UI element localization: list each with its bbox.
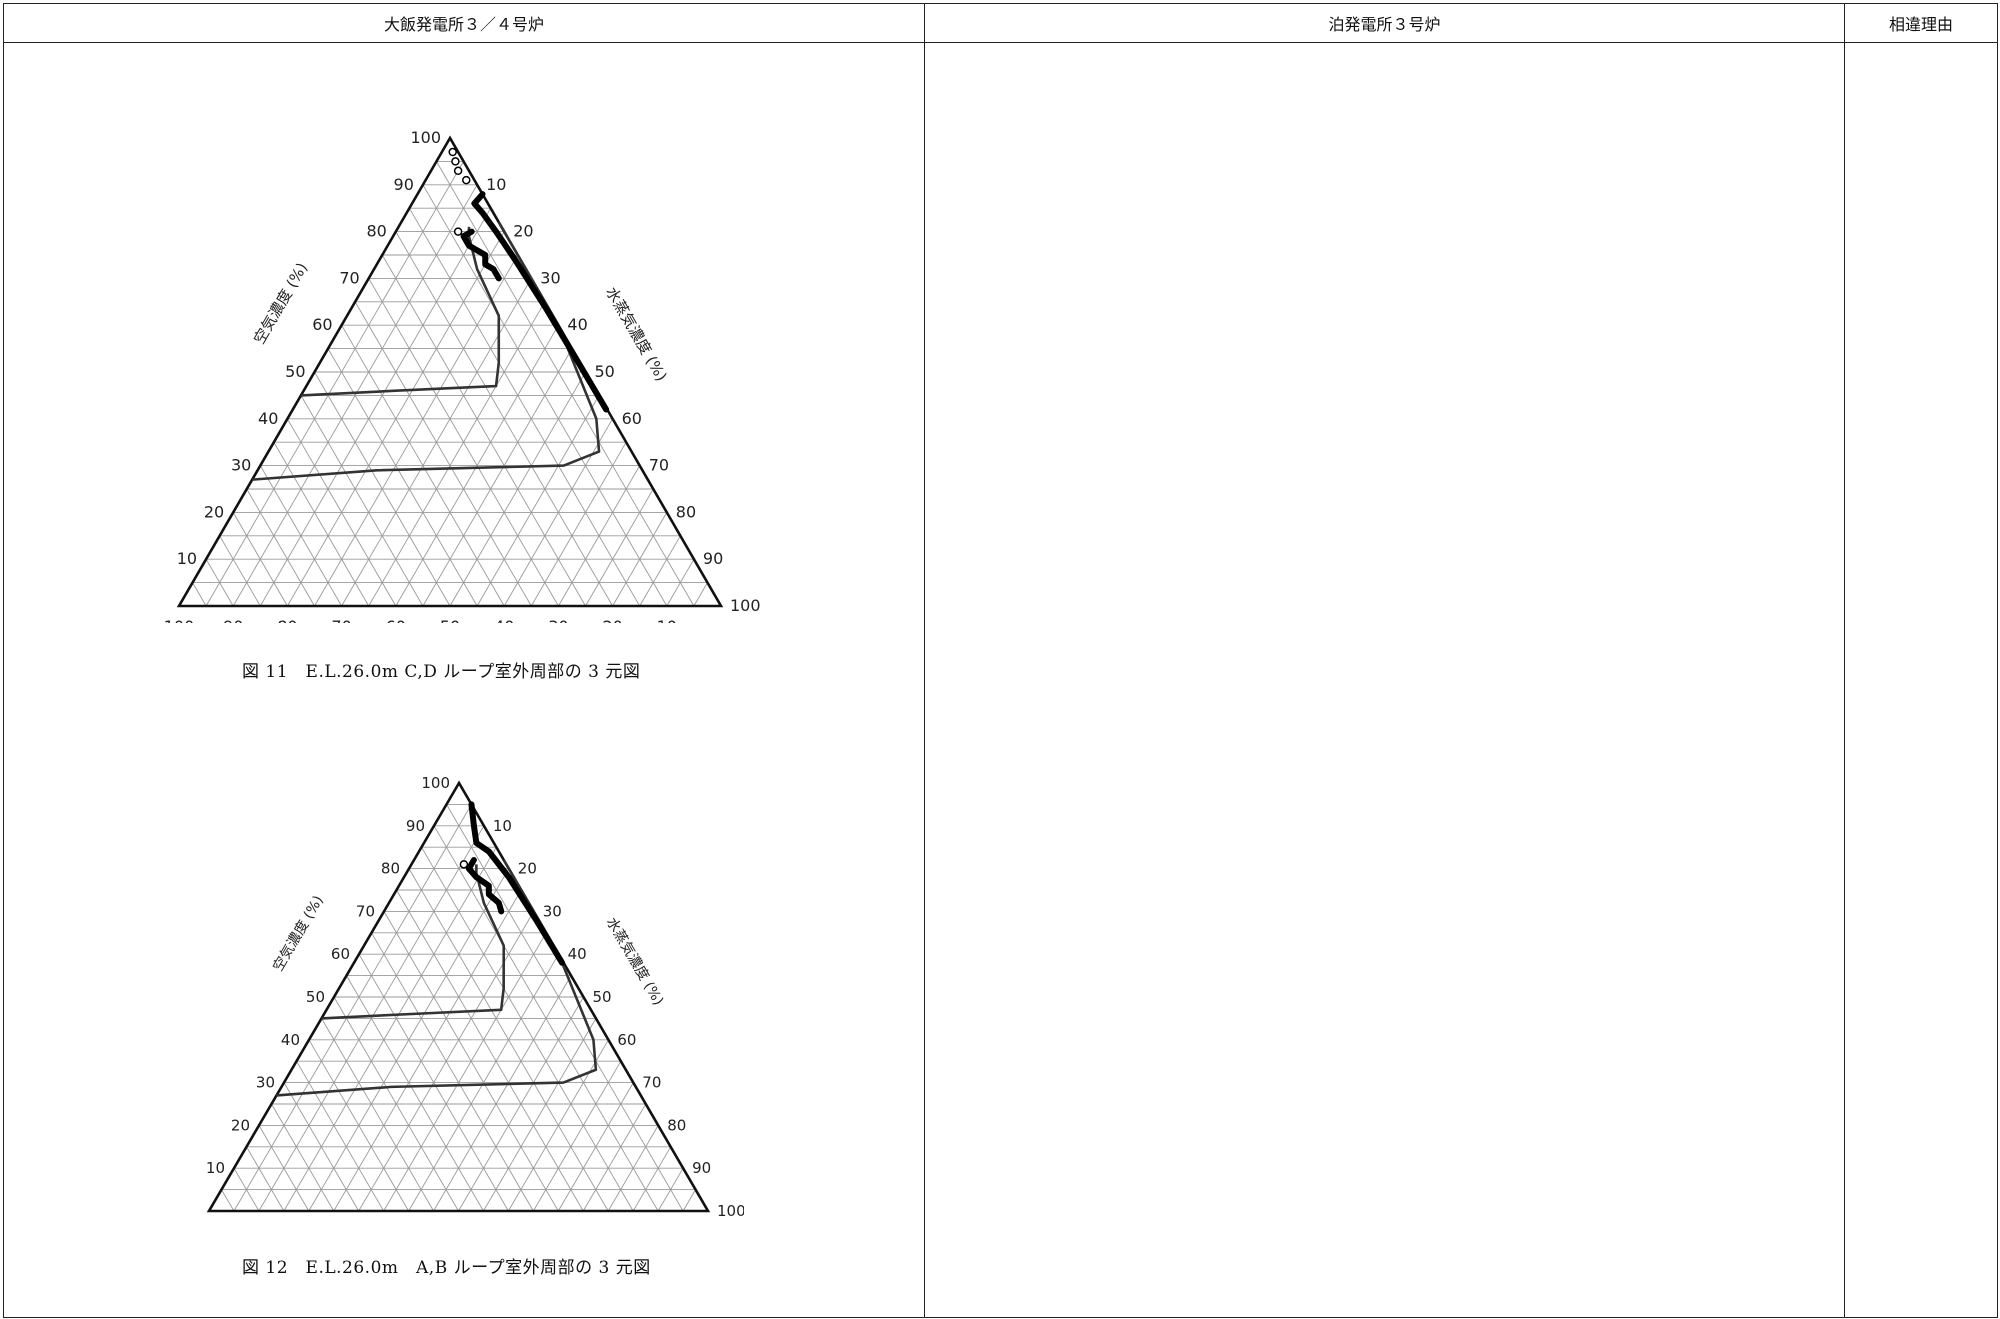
air-tick-label: 10 — [177, 549, 197, 568]
hydrogen-tick-label: 80 — [277, 617, 297, 623]
hydrogen-tick-label: 100 — [195, 1223, 224, 1225]
grid-lines — [221, 803, 696, 1212]
steam-tick-label: 30 — [543, 902, 562, 920]
air-tick-label: 70 — [339, 268, 359, 287]
steam-tick-label: 70 — [649, 456, 669, 475]
header-tomari: 泊発電所３号炉 — [924, 3, 1845, 43]
hydrogen-tick-label: 30 — [548, 617, 568, 623]
air-axis-title: 空気濃度 (%) — [250, 260, 311, 348]
steam-tick-label: 20 — [518, 860, 537, 878]
ternary-svg: 10 20 30 40 50 60 70 80 90 100 10 20 30 40 50 60 70 80 90 1… — [164, 128, 761, 666]
hydrogen-tick-label: 100 — [164, 617, 195, 623]
air-axis-title: 空気濃度 (%) — [270, 893, 327, 974]
cell-tomari — [924, 42, 1845, 1318]
air-tick-label: 60 — [312, 315, 332, 334]
hydrogen-tick-label: 20 — [602, 617, 622, 623]
steam-tick-label: 70 — [642, 1074, 661, 1092]
air-tick-label: 90 — [406, 817, 425, 835]
hydrogen-tick-label: 90 — [249, 1223, 268, 1225]
header-reason: 相違理由 — [1844, 3, 1998, 43]
air-tick-label: 10 — [206, 1159, 225, 1177]
triangle-outline — [206, 780, 711, 1213]
data-point — [462, 175, 471, 185]
air-tick-label: 30 — [231, 456, 251, 475]
air-tick-label: 20 — [204, 502, 224, 521]
grid-lines — [192, 160, 708, 607]
hydrogen-tick-label: 10 — [649, 1223, 668, 1225]
steam-tick-label: 60 — [617, 1031, 636, 1049]
steam-tick-label: 40 — [567, 315, 587, 334]
steam-tick-label: 10 — [493, 817, 512, 835]
figure-caption-12: 図 12 E.L.26.0m A,B ループ室外周部の 3 元図 — [242, 1258, 651, 1278]
steam-tick-label: 50 — [595, 362, 615, 381]
steam-tick-label: 60 — [622, 409, 642, 428]
flammability-limit-outer — [276, 859, 598, 1097]
flammability-limit-inner — [300, 226, 501, 397]
air-tick-label: 40 — [258, 409, 278, 428]
data-point — [453, 166, 463, 176]
air-tick-label: 80 — [381, 860, 400, 878]
steam-tick-label: 100 — [717, 1202, 744, 1220]
hydrogen-tick-label: 30 — [549, 1223, 568, 1225]
hydrogen-tick-label: 40 — [494, 617, 514, 623]
data-trace-inner — [465, 857, 505, 915]
hydrogen-tick-label: 20 — [599, 1223, 618, 1225]
comparison-table: 大飯発電所３／４号炉 泊発電所３号炉 相違理由 10 20 30 40 50 60 70 80… — [3, 3, 1998, 1318]
header-ohi: 大飯発電所３／４号炉 — [3, 3, 925, 43]
steam-axis-title: 水蒸気濃度 (%) — [603, 915, 666, 1008]
air-tick-label: 90 — [394, 175, 414, 194]
flammability-limit-outer — [252, 221, 601, 481]
hydrogen-tick-label: 50 — [449, 1223, 468, 1225]
data-trace-main — [471, 191, 610, 413]
steam-tick-label: 50 — [593, 988, 612, 1006]
data-point — [451, 157, 460, 166]
air-tick-label: 100 — [421, 774, 450, 792]
steam-tick-label: 30 — [540, 268, 560, 287]
hydrogen-tick-label: 90 — [223, 617, 243, 623]
hydrogen-tick-label: 50 — [440, 617, 460, 623]
air-tick-label: 80 — [366, 222, 386, 241]
hydrogen-tick-label: 70 — [331, 617, 351, 623]
air-tick-label: 60 — [331, 945, 350, 963]
hydrogen-tick-label: 60 — [399, 1223, 418, 1225]
air-tick-label: 20 — [231, 1116, 250, 1134]
data-point — [448, 147, 457, 157]
air-tick-label: 30 — [256, 1074, 275, 1092]
cell-reason — [1844, 42, 1998, 1318]
steam-tick-label: 80 — [667, 1116, 686, 1134]
hydrogen-tick-label: 70 — [349, 1223, 368, 1225]
ternary-svg: 10 20 30 40 50 60 70 80 90 100 10 20 30 40 50 60 70 80 90 1… — [195, 774, 746, 1271]
data-trace-inner — [460, 228, 502, 282]
data-trace-main — [468, 801, 566, 966]
air-tick-label: 50 — [285, 362, 305, 381]
ternary-diagram-fig11: 10 20 30 40 50 60 70 80 90 100 10 20 30 40 50 60 70 80 90 1… — [154, 83, 774, 666]
cell-ohi: 10 20 30 40 50 60 70 80 90 100 10 20 30 40 50 60 70 80 90 1… — [3, 42, 925, 1318]
hydrogen-tick-label: 80 — [299, 1223, 318, 1225]
table-body-row: 10 20 30 40 50 60 70 80 90 100 10 20 30 40 50 60 70 80 90 1… — [3, 42, 1998, 1318]
steam-tick-label: 90 — [703, 549, 723, 568]
steam-tick-label: 80 — [676, 502, 696, 521]
hydrogen-tick-label: 40 — [499, 1223, 518, 1225]
air-tick-label: 40 — [281, 1031, 300, 1049]
air-tick-label: 100 — [410, 128, 441, 147]
hydrogen-tick-label: 10 — [657, 617, 677, 623]
steam-tick-label: 100 — [730, 596, 761, 615]
steam-tick-label: 90 — [692, 1159, 711, 1177]
steam-tick-label: 10 — [486, 175, 506, 194]
steam-tick-label: 20 — [513, 222, 533, 241]
hydrogen-tick-label: 60 — [386, 617, 406, 623]
ternary-diagram-fig12: 10 20 30 40 50 60 70 80 90 100 10 20 30 40 50 60 70 80 90 1… — [184, 725, 746, 1271]
figure-caption-11: 図 11 E.L.26.0m C,D ループ室外周部の 3 元図 — [242, 662, 641, 682]
steam-tick-label: 40 — [568, 945, 587, 963]
table-header-row: 大飯発電所３／４号炉 泊発電所３号炉 相違理由 — [3, 3, 1998, 43]
air-tick-label: 50 — [306, 988, 325, 1006]
air-tick-label: 70 — [356, 902, 375, 920]
data-point — [453, 227, 463, 236]
data-point — [459, 860, 469, 869]
